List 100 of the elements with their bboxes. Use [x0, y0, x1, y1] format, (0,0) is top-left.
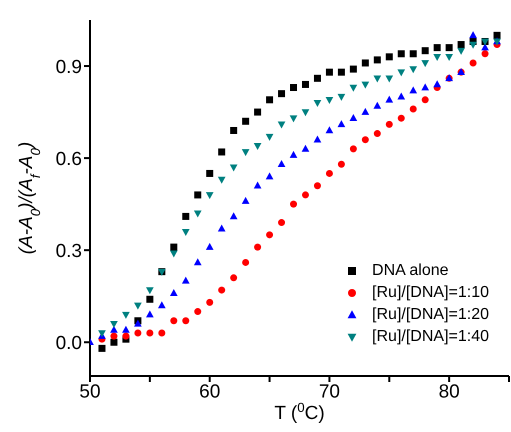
point [218, 224, 226, 232]
point [482, 50, 489, 58]
point [386, 53, 393, 60]
point [230, 164, 238, 172]
point [242, 196, 250, 204]
point [278, 219, 286, 226]
point [290, 200, 298, 208]
point [182, 228, 190, 236]
point [314, 135, 322, 142]
point [182, 276, 190, 284]
x-tick-label: 70 [318, 381, 340, 402]
point [230, 126, 238, 134]
point [194, 308, 202, 316]
point [409, 86, 418, 94]
point [290, 150, 298, 158]
point [314, 100, 322, 108]
point [290, 84, 298, 92]
point [266, 96, 274, 104]
point [278, 160, 286, 168]
point [146, 296, 154, 303]
point [326, 68, 333, 76]
point [362, 136, 369, 144]
point [242, 258, 250, 266]
point [134, 330, 142, 337]
point [206, 170, 214, 177]
point [386, 120, 393, 128]
point [373, 102, 382, 109]
point [326, 170, 333, 177]
point [350, 114, 358, 122]
point [361, 82, 370, 89]
point [350, 66, 357, 73]
point [278, 122, 286, 129]
point [170, 288, 178, 296]
x-tick-label: 50 [79, 381, 101, 402]
point [302, 80, 309, 88]
point [206, 242, 214, 250]
legend-label: [Ru]/[DNA]=1:20 [372, 305, 489, 325]
point [254, 244, 262, 251]
point [374, 130, 381, 138]
point [385, 96, 394, 103]
point [254, 182, 262, 189]
point [110, 332, 118, 340]
point [422, 47, 429, 54]
point [182, 317, 190, 324]
point [182, 212, 190, 220]
point [242, 118, 250, 125]
point [422, 96, 429, 104]
point [218, 176, 226, 184]
point [194, 258, 202, 266]
point [398, 50, 405, 58]
point [254, 143, 262, 150]
point [98, 344, 106, 352]
point [146, 330, 154, 337]
point [230, 274, 238, 282]
point [110, 326, 118, 333]
point [421, 83, 430, 90]
point [302, 144, 310, 152]
point [266, 172, 274, 180]
point [433, 54, 442, 62]
point [146, 310, 154, 318]
point [206, 298, 214, 306]
y-tick-label: 0.9 [56, 56, 82, 78]
point [266, 231, 274, 238]
point [134, 320, 142, 327]
point [326, 126, 334, 134]
point [146, 287, 154, 294]
point [242, 149, 250, 156]
point [266, 134, 274, 141]
point [338, 68, 345, 76]
point [374, 56, 381, 64]
point [134, 302, 142, 310]
point [122, 312, 130, 319]
legend-label: [Ru]/[DNA]=1:40 [372, 327, 489, 347]
point [194, 210, 202, 218]
point [110, 338, 118, 346]
point [409, 66, 418, 74]
point [469, 31, 477, 38]
point [338, 160, 345, 168]
point [326, 96, 334, 104]
point [350, 145, 357, 152]
point [458, 41, 465, 48]
point [481, 43, 489, 50]
point [122, 326, 130, 333]
y-tick-label: 0.3 [56, 240, 82, 262]
point [170, 317, 178, 324]
point [397, 69, 406, 76]
legend-label: [Ru]/[DNA]=1:10 [372, 283, 489, 303]
point [494, 32, 501, 39]
point [338, 120, 346, 128]
point [433, 80, 442, 88]
point [218, 148, 226, 156]
point [361, 108, 370, 115]
point [373, 76, 382, 83]
point [338, 94, 346, 101]
point [278, 90, 286, 98]
point [362, 59, 369, 66]
point [385, 76, 394, 83]
point [445, 54, 453, 62]
point [254, 108, 262, 116]
x-axis-title: T ($^{0}$C) [274, 400, 325, 424]
